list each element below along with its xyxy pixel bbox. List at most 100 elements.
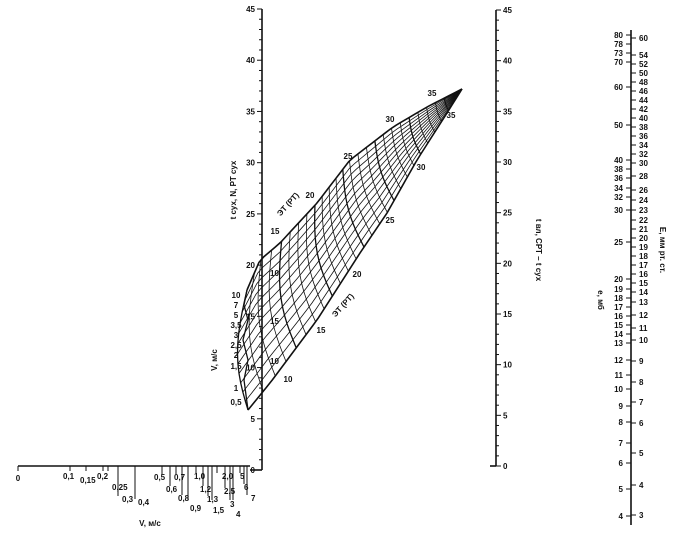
grid-lower-value: 35 (447, 111, 456, 120)
mesh-cross-line (342, 169, 365, 248)
bottom-tick-label: 0,3 (122, 495, 134, 504)
E-scale-label: 7 (639, 398, 644, 407)
E-scale-label: 17 (639, 261, 648, 270)
grid-left-value: 15 (270, 317, 279, 326)
mesh-cross-line (452, 93, 456, 100)
E-scale-label: 44 (639, 96, 648, 105)
middle-tick-label: 30 (503, 158, 512, 167)
e-axis-label: e, мб (596, 290, 605, 310)
mesh-cross-line (278, 241, 297, 349)
mesh-cross-line (268, 250, 287, 362)
bottom-tick-label: 1,3 (207, 495, 219, 504)
e-scale-label: 5 (619, 485, 624, 494)
E-scale-label: 24 (639, 196, 648, 205)
mesh-cross-line (435, 102, 443, 122)
e-scale-label: 78 (614, 40, 623, 49)
e-scale-label: 25 (614, 238, 623, 247)
e-scale-label: 11 (615, 371, 624, 380)
E-scale-label: 15 (639, 279, 648, 288)
E-scale-label: 32 (639, 150, 648, 159)
e-scale-label: 9 (619, 402, 624, 411)
e-scale-label: 50 (614, 121, 623, 130)
E-scale-label: 6 (639, 419, 644, 428)
e-scale-label: 19 (614, 285, 623, 294)
bottom-tick-label: 2,5 (224, 487, 236, 496)
E-scale-label: 48 (639, 78, 648, 87)
mesh-longitudinal-line (242, 88, 463, 393)
bottom-tick-label: 0,4 (138, 498, 150, 507)
grid-lower-value: 25 (386, 216, 395, 225)
middle-tick-label: 10 (503, 361, 512, 370)
grid-upper-value: 25 (344, 152, 353, 161)
bottom-tick-label: 7 (251, 494, 256, 503)
grid-lower-value: 30 (417, 163, 426, 172)
grid-upper-value: 35 (428, 89, 437, 98)
E-scale-label: 34 (639, 141, 648, 150)
mesh-cross-line (366, 147, 388, 213)
grid-v-value: 10 (232, 291, 241, 300)
mesh-cross-line (248, 272, 264, 392)
bottom-tick-label: 5 (240, 472, 245, 481)
bottom-tick-label: 1,2 (200, 485, 212, 494)
E-scale-label: 10 (639, 336, 648, 345)
E-scale-label: 14 (639, 288, 648, 297)
left-tick-label: 25 (246, 210, 255, 219)
bottom-tick-label: 0,2 (97, 472, 109, 481)
E-scale-label: 36 (639, 132, 648, 141)
mesh-longitudinal-line (246, 88, 463, 291)
middle-tick-label: 20 (503, 259, 512, 268)
E-scale-label: 8 (639, 378, 644, 387)
mesh-cross-line (357, 153, 381, 225)
left-tick-label: 5 (251, 415, 256, 424)
e-scale-label: 80 (614, 31, 623, 40)
E-scale-label: 26 (639, 186, 648, 195)
E-scale-label: 28 (639, 172, 648, 181)
E-scale-label: 54 (639, 51, 648, 60)
mesh-cross-line (321, 196, 341, 284)
mesh-cross-line (391, 128, 408, 178)
e-scale-label: 36 (614, 174, 623, 183)
e-scale-label: 38 (614, 165, 623, 174)
mesh-longitudinal-line (247, 88, 463, 411)
grid-v-value: 5 (234, 311, 239, 320)
grid-v-value: 7 (234, 301, 239, 310)
grid-v-value: 0,5 (230, 398, 242, 407)
bottom-tick-label: 1,0 (194, 472, 206, 481)
bottom-tick-label: 0,7 (174, 473, 186, 482)
e-scale-label: 17 (614, 303, 623, 312)
grid-v-value: 1,5 (230, 362, 242, 371)
mesh-cross-line (408, 117, 422, 155)
grid-lower-value: 20 (353, 270, 362, 279)
e-scale-label: 18 (614, 294, 623, 303)
E-scale-label: 3 (639, 511, 644, 520)
e-scale-label: 14 (614, 330, 623, 339)
grid-left-value: 10 (270, 357, 279, 366)
E-scale-label: 13 (639, 298, 648, 307)
middle-tick-label: 15 (503, 310, 512, 319)
E-scale-label: 19 (639, 243, 648, 252)
middle-tick-label: 0 (503, 462, 508, 471)
grid-left-value: 10 (270, 269, 279, 278)
E-scale-label: 21 (639, 225, 648, 234)
bottom-tick-label: 0,15 (80, 476, 96, 485)
E-scale-label: 22 (639, 216, 648, 225)
mesh-cross-line (306, 213, 325, 310)
left-tick-label: 20 (246, 261, 255, 270)
mesh-cross-line (399, 122, 415, 166)
E-scale-label: 12 (639, 311, 648, 320)
left-tick-label: 30 (246, 159, 255, 168)
E-scale-label: 5 (639, 449, 644, 458)
E-scale-label: 20 (639, 234, 648, 243)
E-axis-label: E, мм рт. ст. (658, 227, 667, 273)
grid-upper-value: 30 (386, 115, 395, 124)
middle-tick-label: 35 (503, 107, 512, 116)
mesh-cross-line (426, 107, 436, 133)
e-scale-label: 32 (614, 193, 623, 202)
E-scale-label: 38 (639, 123, 648, 132)
left-tick-label: 10 (246, 364, 255, 373)
E-scale-label: 40 (639, 114, 648, 123)
mesh-cross-line (257, 259, 276, 377)
left-tick-label: 15 (246, 312, 255, 321)
bottom-tick-label: 0,5 (154, 473, 166, 482)
E-scale-label: 23 (639, 206, 648, 215)
